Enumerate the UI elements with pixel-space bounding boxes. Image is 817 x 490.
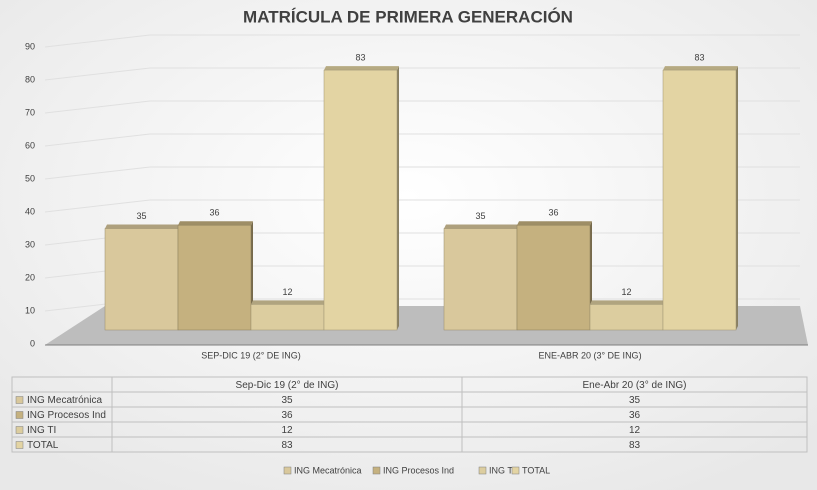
bar-top: [251, 300, 326, 305]
grid-line: [44, 166, 151, 180]
legend-swatch: [283, 466, 292, 475]
table-row-label: ING Mecatrónica: [27, 395, 102, 406]
y-tick-label: 30: [25, 239, 35, 249]
y-tick-label: 90: [25, 41, 35, 51]
table-row-label: ING Procesos Ind: [27, 410, 106, 421]
y-tick-label: 40: [25, 206, 35, 216]
y-tick-label: 10: [25, 305, 35, 315]
legend-label: ING TI: [489, 465, 515, 475]
chart-title: MATRÍCULA DE PRIMERA GENERACIÓN: [243, 7, 573, 26]
data-label: 35: [136, 211, 146, 221]
y-tick-label: 80: [25, 74, 35, 84]
data-label: 36: [548, 208, 558, 218]
y-tick-label: 60: [25, 140, 35, 150]
table-header: Ene-Abr 20 (3° de ING): [582, 380, 686, 391]
table-row-label: TOTAL: [27, 440, 59, 451]
legend-label: ING Procesos Ind: [383, 465, 454, 475]
table-key: [15, 411, 24, 419]
table-row-label: ING TI: [27, 425, 56, 436]
bar-top: [444, 224, 519, 229]
table-key: [15, 396, 24, 404]
grid-line: [44, 133, 151, 147]
table-cell: 83: [281, 440, 293, 451]
y-tick-label: 70: [25, 107, 35, 117]
legend-label: TOTAL: [522, 465, 550, 475]
bar-top: [324, 66, 399, 71]
bar: [323, 69, 398, 331]
table-cell: 12: [629, 425, 641, 436]
grid-line: [44, 199, 151, 213]
x-tick-label: SEP-DIC 19 (2° DE ING): [201, 350, 301, 360]
bar: [589, 304, 664, 331]
data-label: 36: [209, 208, 219, 218]
table-cell: 35: [281, 395, 293, 406]
bar: [177, 224, 252, 331]
x-tick-label: ENE-ABR 20 (3° DE ING): [538, 350, 641, 360]
legend-swatch: [511, 466, 520, 475]
table-cell: 36: [281, 410, 293, 421]
table-key: [15, 426, 24, 434]
legend-swatch: [478, 466, 487, 475]
legend-label: ING Mecatrónica: [294, 465, 362, 475]
grid-line: [44, 67, 151, 81]
bar-side: [736, 66, 738, 330]
data-label: 12: [282, 287, 292, 297]
data-label: 83: [355, 52, 365, 62]
y-tick-label: 20: [25, 272, 35, 282]
table-cell: 35: [629, 395, 641, 406]
bar: [104, 228, 179, 331]
grid-line: [44, 34, 151, 48]
grid-line: [44, 100, 151, 114]
table-header: Sep-Dic 19 (2° de ING): [236, 380, 339, 391]
bar: [516, 224, 591, 331]
bar-top: [663, 66, 738, 71]
y-tick-label: 50: [25, 173, 35, 183]
bar-top: [517, 221, 592, 226]
bar: [250, 304, 325, 331]
bar: [662, 69, 737, 331]
data-label: 83: [694, 52, 704, 62]
table-cell: 36: [629, 410, 641, 421]
legend-swatch: [372, 466, 381, 475]
bar-side: [397, 66, 399, 330]
table-cell: 83: [629, 440, 641, 451]
bar-top: [590, 300, 665, 305]
data-label: 12: [621, 287, 631, 297]
y-tick-label: 0: [30, 338, 35, 348]
bar: [443, 228, 518, 331]
bar-top: [178, 221, 253, 226]
data-label: 35: [475, 211, 485, 221]
bar-top: [105, 224, 180, 229]
table-cell: 12: [281, 425, 293, 436]
table-key: [15, 441, 24, 449]
